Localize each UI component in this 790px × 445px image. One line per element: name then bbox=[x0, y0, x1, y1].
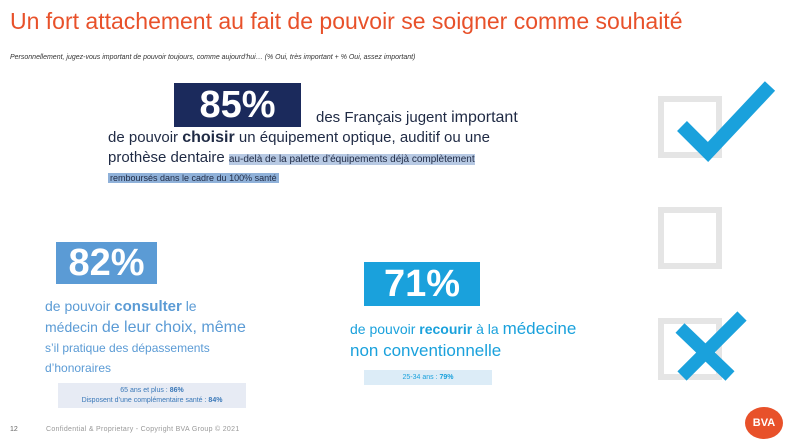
stat-71-t4: médecine bbox=[502, 319, 577, 338]
stat-82-t6: s’il pratique des dépassements bbox=[45, 341, 210, 355]
note1-value1: 86% bbox=[169, 387, 184, 394]
stat-85-t3: de pouvoir bbox=[108, 129, 179, 146]
stat-82-t5: de leur choix, même bbox=[101, 319, 246, 336]
stat-85-t7: au- bbox=[228, 154, 244, 165]
stat-85-t4: choisir bbox=[182, 129, 235, 146]
note1-label1: 65 ans et plus : bbox=[120, 387, 168, 394]
empty-checkbox-icon bbox=[658, 207, 722, 269]
stat-71-note: 25-34 ans : 79% bbox=[364, 370, 492, 385]
stat-71-t5: non conventionnelle bbox=[350, 341, 502, 360]
stat-82-t4: médecin bbox=[45, 319, 98, 335]
stat-85-text: des Français jugent important de pouvoir… bbox=[108, 108, 548, 185]
page-number: 12 bbox=[10, 426, 18, 433]
stat-82-t3: le bbox=[185, 298, 197, 314]
note1-label2: Disposent d’une complémentaire santé : bbox=[81, 397, 207, 404]
checkbox-checked-frame bbox=[658, 96, 722, 158]
stat-85-t2: important bbox=[451, 109, 518, 126]
note1-value2: 84% bbox=[208, 397, 223, 404]
cross-icon bbox=[675, 311, 747, 381]
stat-71-t3: à la bbox=[476, 321, 499, 337]
stat-82-note: 65 ans et plus : 86% Disposent d’une com… bbox=[58, 383, 246, 408]
stat-85-t8: delà de la palette d’équipements déjà co… bbox=[243, 154, 475, 165]
stat-82-t1: de pouvoir bbox=[45, 298, 111, 314]
note2-label1: 25-34 ans : bbox=[402, 374, 438, 381]
slide-title: Un fort attachement au fait de pouvoir s… bbox=[10, 8, 683, 34]
checkmark-icon bbox=[677, 81, 776, 163]
footer-copyright: Confidential & Proprietary - Copyright B… bbox=[46, 426, 240, 433]
stat-85-t5: un équipement optique, auditif ou une bbox=[238, 129, 490, 146]
stat-82-badge: 82% bbox=[56, 242, 157, 284]
slide-subtitle: Personnellement, jugez-vous important de… bbox=[10, 54, 416, 61]
stat-71-t1: de pouvoir bbox=[350, 321, 416, 337]
stat-71-badge: 71% bbox=[364, 262, 480, 306]
stat-85-t6: prothèse dentaire bbox=[108, 149, 225, 166]
stat-71-t2: recourir bbox=[419, 321, 473, 337]
stat-71-text: de pouvoir recourir à la médecine non co… bbox=[350, 318, 650, 362]
stat-85-t1: des Français jugent bbox=[316, 109, 447, 126]
bva-logo: BVA bbox=[745, 407, 783, 439]
stat-82-text: de pouvoir consulter le médecin de leur … bbox=[45, 296, 285, 378]
note2-value1: 79% bbox=[439, 374, 454, 381]
stat-85-badge: 85% bbox=[174, 83, 301, 127]
stat-82-t2: consulter bbox=[114, 298, 182, 315]
stat-82-t7: d’honoraires bbox=[45, 361, 112, 375]
stat-85-t9: remboursés dans le cadre du 100% santé bbox=[108, 173, 279, 183]
